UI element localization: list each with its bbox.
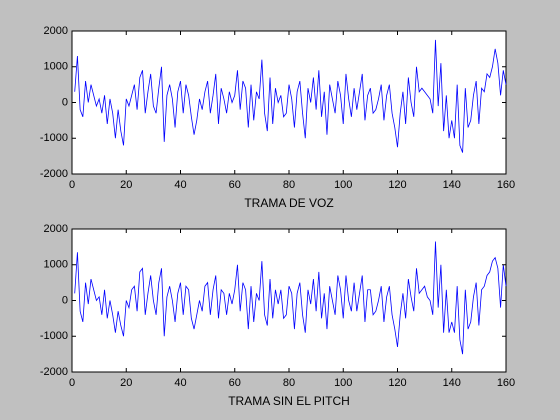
x-tick-label: 160 xyxy=(497,377,515,389)
y-tick-label: 2000 xyxy=(44,25,68,37)
x-tick-label: 0 xyxy=(69,377,75,389)
x-tick-label: 60 xyxy=(229,377,241,389)
x-tick-label: 140 xyxy=(443,179,461,191)
signal-line xyxy=(74,241,507,355)
x-axis-label: TRAMA DE VOZ xyxy=(244,196,333,210)
x-tick-label: 140 xyxy=(443,377,461,389)
x-tick-label: 120 xyxy=(388,377,406,389)
x-tick-label: 40 xyxy=(174,377,186,389)
x-tick-label: 80 xyxy=(283,377,295,389)
x-axis-label: TRAMA SIN EL PITCH xyxy=(228,394,350,408)
y-tick-label: -2000 xyxy=(40,366,68,378)
x-tick-label: 0 xyxy=(69,179,75,191)
x-tick-label: 80 xyxy=(283,179,295,191)
y-tick-label: 0 xyxy=(62,96,68,108)
axes-background xyxy=(71,228,507,373)
x-tick-label: 20 xyxy=(120,179,132,191)
x-tick-label: 100 xyxy=(334,377,352,389)
y-tick-label: 1000 xyxy=(44,61,68,73)
x-tick-label: 20 xyxy=(120,377,132,389)
x-tick-label: 60 xyxy=(229,179,241,191)
signal-line xyxy=(74,39,507,153)
y-tick-label: -2000 xyxy=(40,168,68,180)
y-tick-label: 2000 xyxy=(44,223,68,235)
y-tick-label: 0 xyxy=(62,294,68,306)
y-tick-label: -1000 xyxy=(40,132,68,144)
y-tick-label: -1000 xyxy=(40,330,68,342)
y-tick-label: 1000 xyxy=(44,259,68,271)
x-tick-label: 120 xyxy=(388,179,406,191)
axes-background xyxy=(71,30,507,175)
x-tick-label: 100 xyxy=(334,179,352,191)
x-tick-label: 40 xyxy=(174,179,186,191)
x-tick-label: 160 xyxy=(497,179,515,191)
